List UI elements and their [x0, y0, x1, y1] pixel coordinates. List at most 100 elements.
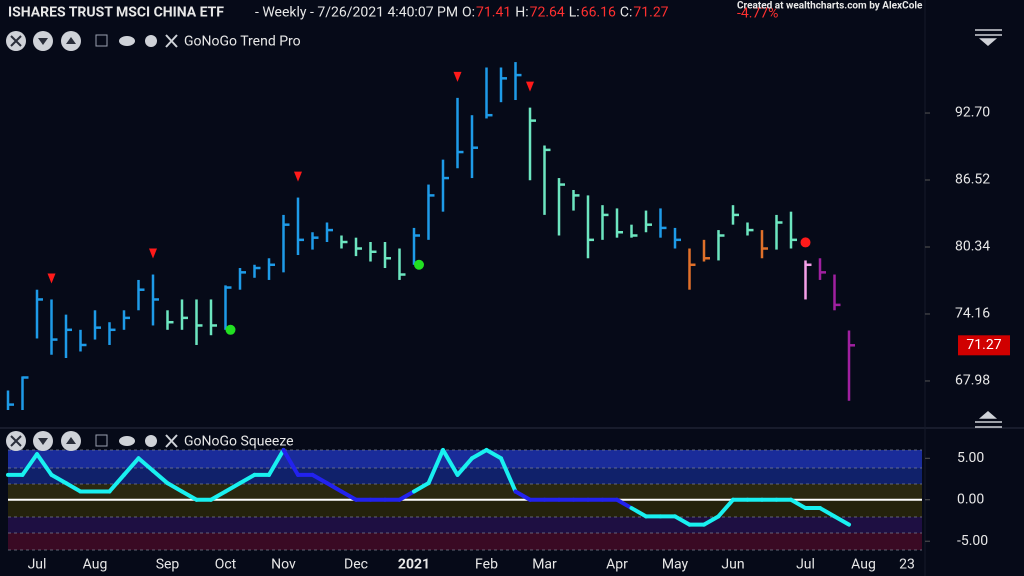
credit: Created at wealthcharts.com by AlexCole	[737, 1, 923, 12]
x-tick-label: Aug	[83, 557, 108, 573]
x-tick-label: May	[662, 557, 689, 573]
x-tick-label: Feb	[475, 557, 498, 573]
squeeze-segment	[49, 472, 68, 486]
gear-icon[interactable]	[145, 35, 157, 47]
quote-label: C:	[620, 5, 633, 21]
x-tick-label: Dec	[344, 557, 368, 573]
squeeze-segment	[470, 448, 489, 461]
squeeze-segment	[107, 472, 126, 494]
squeeze-segment	[339, 489, 358, 502]
scale-icons[interactable]	[975, 29, 1002, 428]
x-tick-label: Oct	[215, 557, 237, 573]
x-tick-label: Jul	[28, 557, 47, 573]
quote-label: H:	[515, 5, 528, 21]
squeeze-segment	[238, 472, 257, 486]
squeeze-segment	[281, 448, 300, 477]
squeeze-segment	[20, 452, 39, 477]
squeeze-segment	[151, 468, 170, 486]
squeeze-bands	[8, 449, 922, 551]
signal-triangle	[526, 81, 534, 92]
signal-dot	[800, 237, 811, 248]
squeeze-segment	[223, 481, 242, 494]
squeeze-segment	[629, 506, 648, 519]
close-icon[interactable]	[165, 34, 178, 48]
x-tick-label: Jul	[796, 557, 815, 573]
squeeze-segment	[832, 514, 851, 527]
squeeze-segment	[136, 456, 155, 473]
y-tick-label: 5.00	[957, 450, 984, 466]
scale-icon[interactable]	[975, 29, 1002, 46]
band	[8, 533, 922, 550]
squeeze-segment	[789, 497, 808, 511]
y-tick-label: 92.70	[955, 105, 990, 121]
squeeze-segment	[64, 481, 83, 494]
toolbar-trend[interactable]: GoNoGo Trend Pro	[6, 31, 301, 51]
quote-value: 66.16	[581, 5, 616, 21]
collapse-icon[interactable]	[95, 34, 108, 47]
y-tick-label: 0.00	[957, 491, 984, 507]
squeeze-segment	[35, 452, 54, 477]
squeeze-segment	[441, 448, 460, 477]
squeeze-segment	[180, 489, 199, 502]
x-tick-label: Nov	[271, 557, 296, 573]
squeeze-segment	[267, 448, 286, 477]
signal-triangle	[453, 71, 462, 82]
quote-label: O:	[462, 5, 475, 21]
last-price: 71.27	[966, 337, 1001, 353]
change: -4.77%	[737, 6, 778, 22]
quote-value: 71.41	[476, 5, 511, 21]
squeeze-segment	[673, 514, 692, 527]
signal-triangle	[149, 248, 157, 259]
x-tick-label: Aug	[851, 557, 876, 573]
panel-title: GoNoGo Trend Pro	[184, 34, 301, 50]
quote-value: 72.64	[530, 5, 565, 21]
y-tick-label: 74.16	[955, 306, 990, 322]
band	[8, 450, 922, 468]
band	[8, 517, 922, 533]
signal-triangle	[47, 273, 56, 284]
chart-subtitle: - Weekly - 7/26/2021 4:40:07 PM	[255, 5, 458, 21]
last-price-tag	[958, 335, 1010, 356]
squeeze-segment	[122, 456, 141, 477]
squeeze-segment	[412, 481, 431, 494]
quote-label: L:	[569, 5, 580, 21]
eye-icon[interactable]	[119, 36, 135, 46]
x-tick-label: Jun	[721, 557, 744, 573]
y-tick-label: 67.98	[955, 373, 990, 389]
band	[8, 468, 922, 484]
gear-icon[interactable]	[145, 435, 157, 447]
scale-icon[interactable]	[975, 411, 1002, 428]
x-tick-label: 2021	[398, 557, 430, 573]
x-tick-label: Sep	[156, 557, 180, 573]
squeeze-segment	[426, 448, 445, 486]
y-tick-label: 86.52	[955, 172, 990, 188]
x-tick-label: Apr	[606, 557, 628, 573]
y-tick-label: -5.00	[957, 533, 988, 549]
collapse-icon[interactable]	[95, 434, 108, 447]
squeeze-segment	[165, 481, 184, 494]
toolbar-squeeze[interactable]: GoNoGo Squeeze	[6, 431, 294, 451]
eye-icon[interactable]	[119, 436, 135, 446]
close-icon[interactable]	[165, 434, 178, 448]
quote-value: 71.27	[633, 5, 668, 21]
y-tick-label: 80.34	[955, 239, 990, 255]
x-tick-label: Mar	[532, 557, 557, 573]
signal-dot	[414, 259, 424, 270]
band	[8, 484, 922, 500]
band	[8, 500, 922, 517]
squeeze-segment	[397, 489, 416, 502]
squeeze-segment	[615, 497, 634, 511]
squeeze-segment	[455, 456, 474, 477]
squeeze-segment	[716, 497, 735, 519]
squeeze-segment	[499, 456, 518, 494]
chart-title: ISHARES TRUST MSCI CHINA ETF	[8, 5, 224, 21]
squeeze-segment	[310, 472, 329, 486]
squeeze-segment	[209, 489, 228, 502]
signal-dot	[225, 324, 236, 335]
squeeze-segment	[484, 448, 503, 461]
signal-triangle	[294, 171, 302, 182]
squeeze-segment	[702, 514, 721, 527]
squeeze-segment	[513, 489, 532, 502]
panel-title: GoNoGo Squeeze	[184, 434, 294, 450]
